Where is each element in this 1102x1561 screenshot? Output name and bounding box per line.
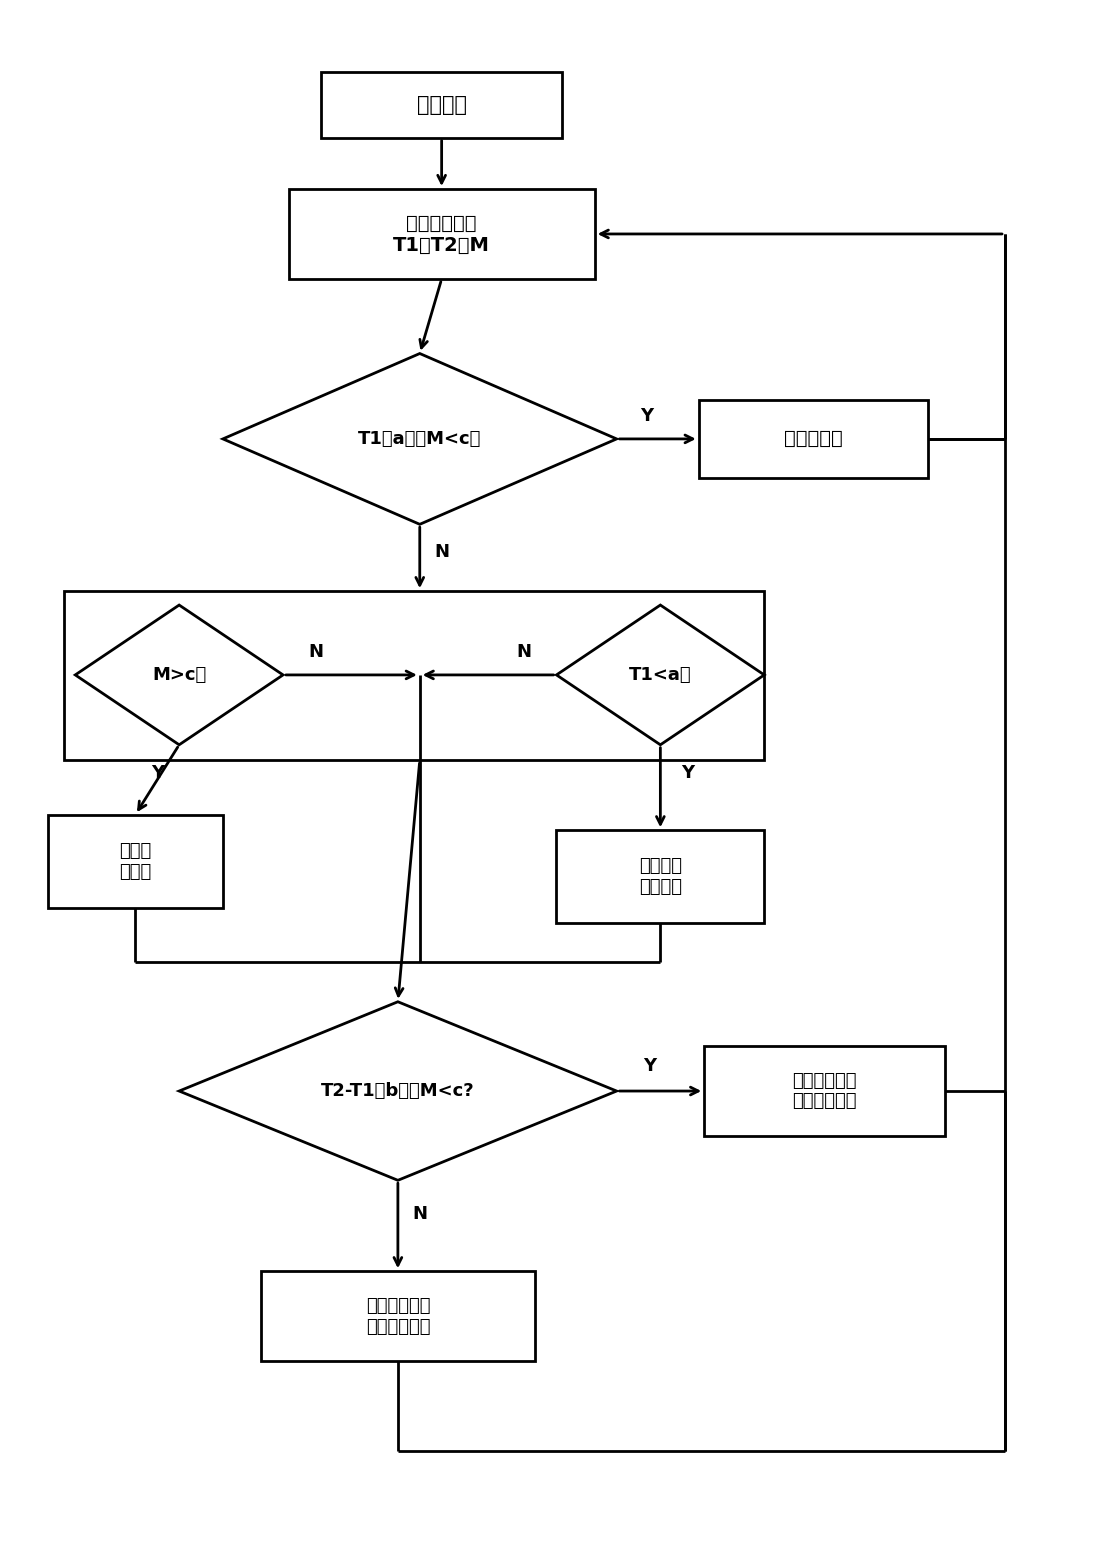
Text: N: N	[516, 643, 531, 660]
FancyBboxPatch shape	[557, 830, 765, 924]
Text: Y: Y	[681, 763, 694, 782]
Text: 关闭太阳能设
备的循环风机: 关闭太阳能设 备的循环风机	[792, 1072, 856, 1110]
Text: N: N	[412, 1205, 428, 1224]
FancyBboxPatch shape	[699, 400, 928, 478]
Text: Y: Y	[640, 406, 653, 425]
Text: Y: Y	[151, 763, 164, 782]
Text: T2-T1＜b，且M<c?: T2-T1＜b，且M<c?	[321, 1082, 475, 1101]
Polygon shape	[75, 606, 283, 745]
FancyBboxPatch shape	[322, 72, 562, 137]
FancyBboxPatch shape	[261, 1271, 534, 1361]
Text: 关闭各设备: 关闭各设备	[785, 429, 843, 448]
Text: 干燥开始: 干燥开始	[417, 95, 466, 116]
Text: 开启辅助
加热装置: 开启辅助 加热装置	[639, 857, 682, 896]
Text: 分别采集数据
T1、T2、M: 分别采集数据 T1、T2、M	[393, 214, 490, 254]
Polygon shape	[223, 353, 617, 524]
Polygon shape	[557, 606, 765, 745]
Text: M>c？: M>c？	[152, 667, 206, 684]
Text: Y: Y	[642, 1057, 656, 1076]
FancyBboxPatch shape	[47, 815, 223, 909]
Polygon shape	[180, 1002, 617, 1180]
Text: T1＞a，且M<c？: T1＞a，且M<c？	[358, 429, 482, 448]
FancyBboxPatch shape	[289, 189, 595, 279]
FancyBboxPatch shape	[64, 592, 765, 760]
Text: 开启电
动风门: 开启电 动风门	[119, 841, 152, 880]
Text: N: N	[309, 643, 323, 660]
Text: N: N	[434, 543, 450, 562]
Text: T1<a？: T1<a？	[629, 667, 692, 684]
FancyBboxPatch shape	[704, 1046, 944, 1136]
Text: 开启太阳能设
备的循环风机: 开启太阳能设 备的循环风机	[366, 1297, 430, 1336]
